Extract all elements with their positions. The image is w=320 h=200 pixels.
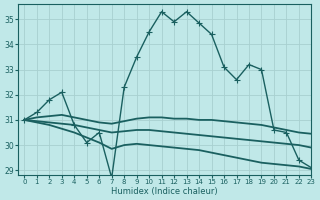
X-axis label: Humidex (Indice chaleur): Humidex (Indice chaleur) [111,187,218,196]
